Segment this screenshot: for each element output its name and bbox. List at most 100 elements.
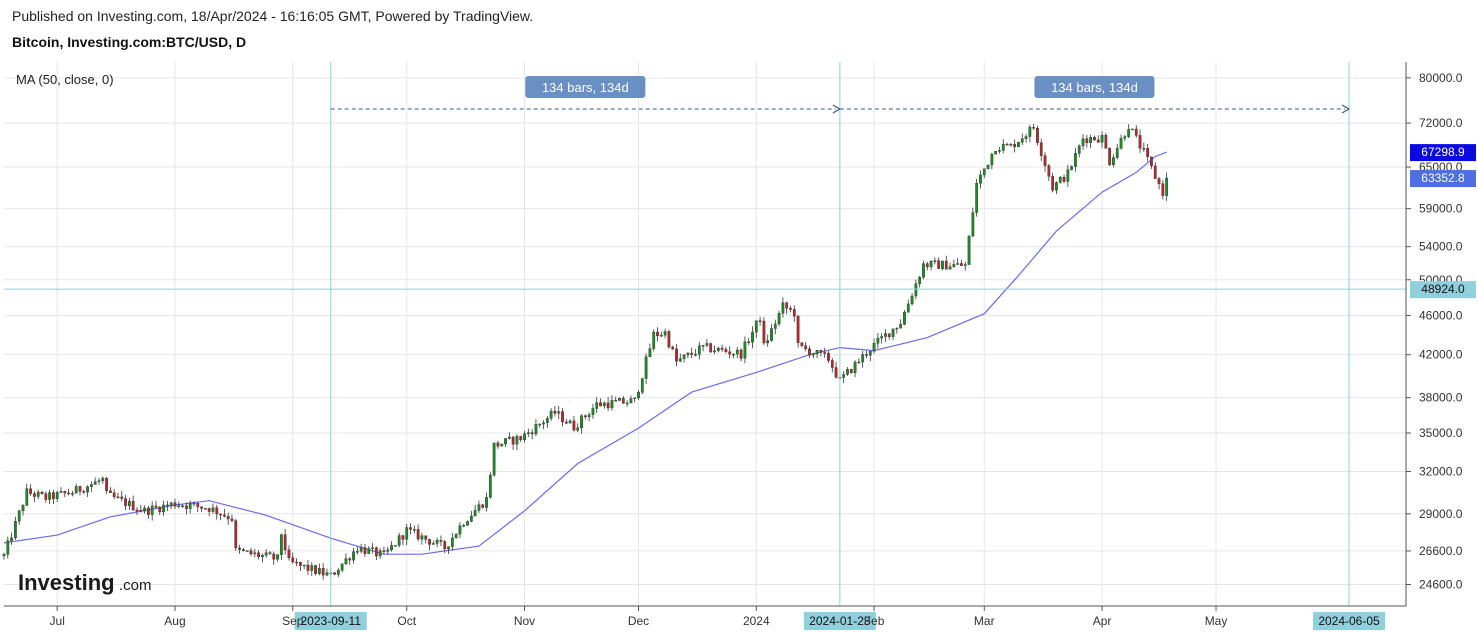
date-range-measure[interactable]: 134 bars, 134d	[839, 76, 1351, 114]
candle-body	[200, 506, 203, 509]
candle-body	[557, 411, 561, 414]
candle	[165, 500, 169, 512]
candle-body	[526, 432, 530, 434]
candle-body	[640, 378, 644, 393]
candle-body	[287, 549, 291, 558]
candle-body	[374, 547, 378, 557]
candle-body	[659, 334, 663, 337]
candle	[336, 568, 340, 578]
candle	[929, 260, 933, 271]
candle-body	[428, 539, 431, 545]
candle	[295, 558, 298, 566]
candle	[150, 501, 154, 521]
symbol-title: Bitcoin, Investing.com:BTC/USD, D	[12, 34, 247, 50]
candle	[124, 495, 127, 510]
candle	[686, 352, 690, 359]
candle	[1153, 162, 1157, 180]
candle-body	[162, 504, 165, 513]
candle-body	[59, 491, 63, 493]
candle-body	[135, 509, 139, 512]
x-tick-label: Aug	[164, 614, 185, 628]
candle	[101, 476, 105, 484]
candle-body	[420, 535, 424, 540]
candle-body	[1165, 177, 1169, 196]
candle	[17, 509, 21, 525]
candle	[1161, 180, 1165, 200]
candle-body	[295, 561, 298, 564]
candle	[1104, 132, 1108, 149]
candle-body	[86, 486, 89, 493]
candle	[811, 352, 815, 359]
candle-body	[325, 572, 329, 576]
candle-body	[109, 490, 112, 493]
measure-arrow	[832, 104, 842, 114]
candle	[637, 390, 640, 400]
candle	[238, 544, 241, 554]
candle	[910, 293, 914, 306]
candle-body	[154, 505, 158, 508]
candle-body	[477, 504, 481, 511]
candle	[1150, 156, 1153, 169]
candle	[1142, 142, 1146, 152]
candle-body	[511, 436, 515, 445]
candle	[796, 314, 800, 348]
candle	[6, 536, 10, 559]
candle-body	[876, 337, 880, 344]
candle	[450, 532, 454, 551]
candle-body	[443, 541, 447, 550]
candle-body	[583, 415, 587, 418]
x-tick-label: Apr	[1093, 614, 1112, 628]
candle-body	[317, 568, 321, 574]
candle	[492, 442, 496, 477]
candle	[230, 514, 234, 523]
candle	[682, 354, 686, 363]
candle	[1157, 176, 1161, 190]
candle-body	[823, 352, 827, 354]
candle	[131, 495, 135, 511]
date-marker-text: 2023-09-11	[301, 614, 362, 628]
candle	[849, 368, 853, 374]
candle-body	[1146, 148, 1150, 157]
candle-body	[872, 343, 876, 352]
candle-body	[530, 432, 534, 435]
candle	[1134, 125, 1138, 138]
candle	[1058, 175, 1062, 184]
candle	[428, 538, 431, 551]
candle	[33, 491, 36, 503]
candle	[629, 395, 633, 404]
candle-body	[371, 547, 374, 549]
candle-body	[390, 545, 393, 551]
candle	[842, 371, 846, 384]
candle	[359, 543, 363, 554]
candle	[1123, 134, 1127, 142]
date-range-measure[interactable]: 134 bars, 134d	[330, 76, 842, 114]
candle-body	[219, 513, 222, 516]
candle-body	[671, 346, 675, 350]
candle-body	[1112, 157, 1115, 165]
candle-body	[17, 510, 21, 522]
candle	[1028, 124, 1032, 143]
candle	[819, 349, 823, 357]
candle-body	[359, 547, 363, 552]
candle-body	[485, 497, 488, 508]
candle-body	[120, 496, 124, 499]
candle-body	[283, 534, 287, 551]
y-tick-label: 42000.0	[1419, 348, 1463, 362]
candle	[906, 299, 910, 313]
candle-body	[306, 564, 310, 571]
candle	[800, 342, 804, 348]
candle	[59, 487, 63, 494]
candle-body	[842, 374, 846, 378]
ma-price-label-bg	[1410, 144, 1476, 162]
candle	[534, 419, 538, 437]
candle-body	[853, 361, 857, 374]
candle-body	[846, 369, 849, 375]
candle-body	[515, 436, 519, 445]
candle-body	[732, 353, 735, 356]
candle	[382, 546, 386, 555]
candle	[1005, 142, 1009, 146]
candle-body	[998, 150, 1001, 152]
candle	[507, 432, 511, 440]
candle	[2, 552, 6, 560]
